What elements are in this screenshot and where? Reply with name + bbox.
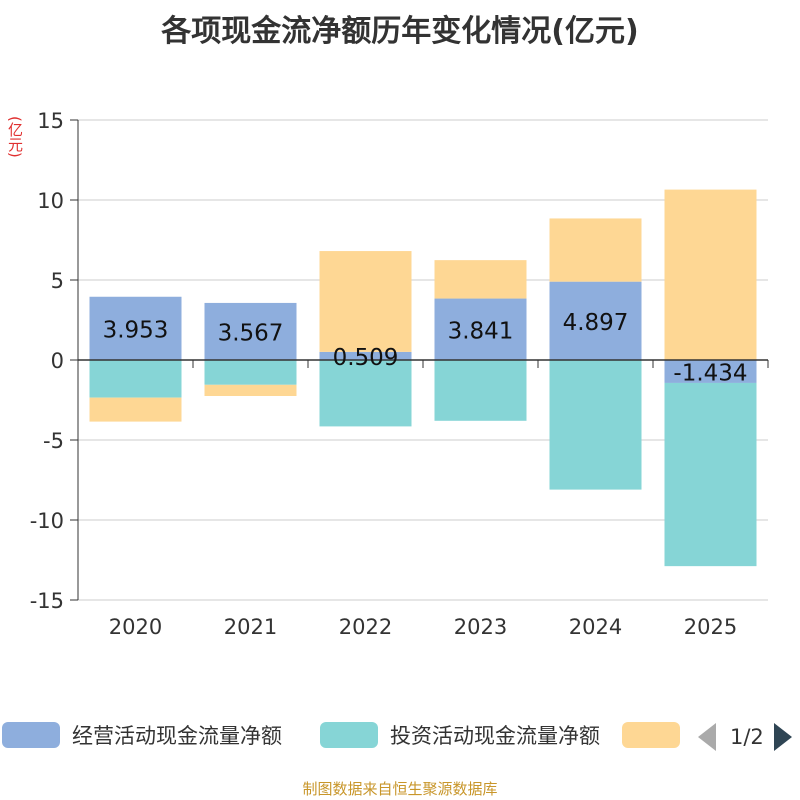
bar-operating (664, 360, 757, 383)
y-tick-label: -5 (43, 429, 64, 453)
legend-label-operating: 经营活动现金流量净额 (72, 724, 282, 748)
bar-operating (434, 298, 527, 360)
x-tick-label: 2020 (109, 615, 162, 639)
x-tick-label: 2024 (569, 615, 622, 639)
bar-financing (434, 260, 527, 299)
legend-item-operating[interactable]: 经营活动现金流量净额 (2, 720, 282, 750)
legend-swatch-operating (2, 722, 60, 748)
bar-investing (319, 360, 412, 427)
x-tick-label: 2025 (684, 615, 737, 639)
data-source-note: 制图数据来自恒生聚源数据库 (302, 780, 498, 798)
bar-investing (664, 382, 757, 567)
bar-operating (319, 351, 412, 360)
data-label: 3.841 (448, 318, 514, 344)
legend-item-investing[interactable]: 投资活动现金流量净额 (320, 720, 600, 750)
data-label: 3.567 (218, 320, 284, 346)
bar-financing (664, 189, 757, 360)
legend-pager: 1/2 (698, 722, 800, 752)
bar-investing (549, 360, 642, 490)
bar-operating (89, 296, 182, 360)
y-tick-label: 0 (51, 349, 64, 373)
bar-financing (204, 384, 297, 396)
stacked-bar-chart: 15 10 5 0 -5 -10 -15 3.953 3.567 0.509 3.841 4.897 -… (30, 109, 769, 639)
data-label: 0.509 (333, 345, 399, 371)
x-tick-label: 2021 (224, 615, 277, 639)
y-tick-label: 10 (37, 189, 64, 213)
legend-next-page-icon[interactable] (773, 723, 792, 751)
y-tick-label: -15 (30, 589, 64, 613)
y-axis-unit-label: (亿元) (6, 116, 24, 158)
legend-swatch-investing (320, 722, 378, 748)
x-tick-label: 2023 (454, 615, 507, 639)
bar-investing (434, 360, 527, 421)
data-label: 4.897 (563, 310, 629, 336)
chart-title: 各项现金流净额历年变化情况(亿元) (161, 14, 639, 49)
bar-financing (89, 397, 182, 422)
bar-investing (204, 360, 297, 385)
bar-financing (549, 218, 642, 282)
legend-prev-page-icon[interactable] (698, 723, 716, 751)
y-tick-label: 15 (37, 109, 64, 133)
data-label: 3.953 (103, 317, 169, 343)
bar-operating (204, 302, 297, 360)
x-tick-label: 2022 (339, 615, 392, 639)
legend-label-investing: 投资活动现金流量净额 (390, 724, 600, 748)
legend-swatch-financing (622, 722, 680, 748)
bar-financing (319, 251, 412, 352)
y-tick-label: -10 (30, 509, 64, 533)
bar-operating (549, 281, 642, 360)
y-tick-label: 5 (51, 269, 64, 293)
legend: 经营活动现金流量净额 投资活动现金流量净额 1/2 (0, 716, 800, 756)
bar-investing (89, 360, 182, 398)
legend-page-indicator: 1/2 (730, 725, 764, 749)
data-label: -1.434 (673, 360, 747, 386)
legend-item-financing[interactable] (622, 720, 680, 750)
